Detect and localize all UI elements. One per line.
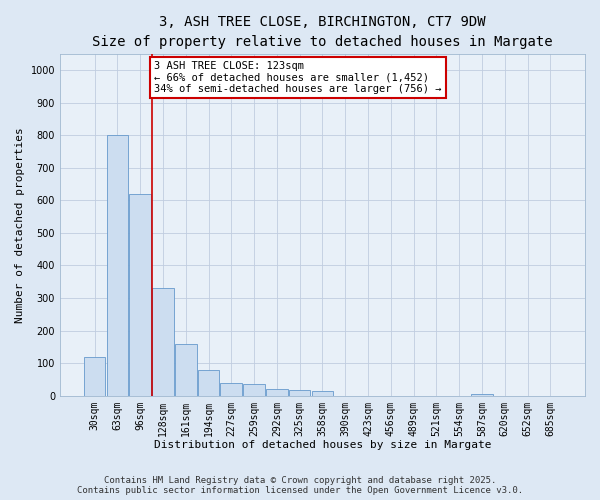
Text: 3 ASH TREE CLOSE: 123sqm
← 66% of detached houses are smaller (1,452)
34% of sem: 3 ASH TREE CLOSE: 123sqm ← 66% of detach… [154,60,442,94]
Bar [266,389,288,396]
Bar [471,394,493,396]
Bar [84,356,106,396]
Bar [289,390,310,396]
Bar [130,194,151,396]
Bar [311,392,333,396]
Text: Contains HM Land Registry data © Crown copyright and database right 2025.
Contai: Contains HM Land Registry data © Crown c… [77,476,523,495]
Bar [198,370,220,396]
X-axis label: Distribution of detached houses by size in Margate: Distribution of detached houses by size … [154,440,491,450]
Bar [152,288,174,396]
Bar [107,135,128,396]
Bar [220,384,242,396]
Title: 3, ASH TREE CLOSE, BIRCHINGTON, CT7 9DW
Size of property relative to detached ho: 3, ASH TREE CLOSE, BIRCHINGTON, CT7 9DW … [92,15,553,48]
Bar [243,384,265,396]
Y-axis label: Number of detached properties: Number of detached properties [15,127,25,322]
Bar [175,344,197,396]
